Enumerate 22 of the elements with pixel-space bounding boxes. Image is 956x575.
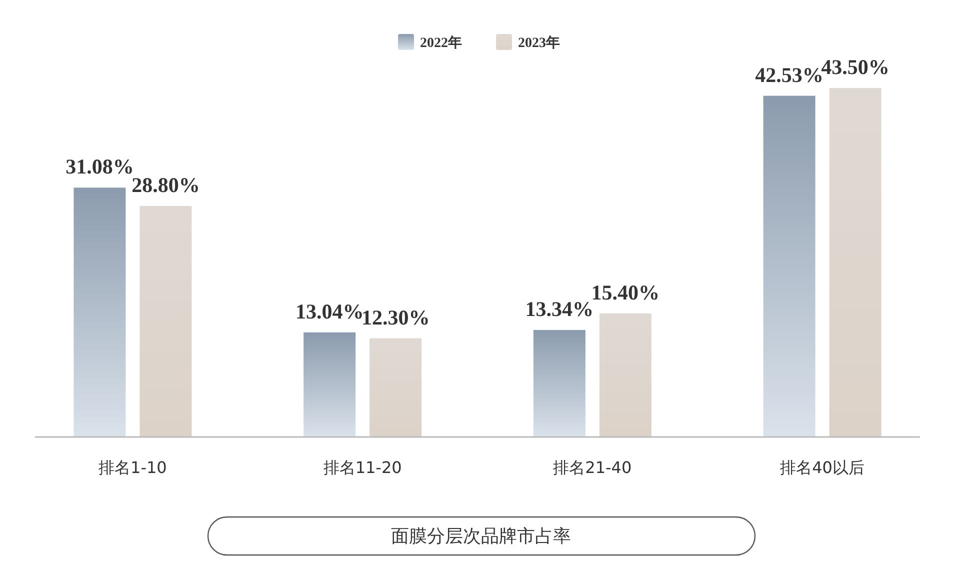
bar	[829, 88, 882, 437]
data-label: 15.40%	[591, 280, 660, 304]
bar	[140, 206, 192, 437]
x-tick-label: 排名21-40	[553, 458, 632, 477]
text: 面膜分层次品牌市占率	[391, 526, 571, 547]
data-label: 28.80%	[132, 172, 200, 197]
bar	[533, 330, 586, 437]
x-tick-label: 排名11-20	[323, 458, 402, 477]
data-label: 43.50%	[821, 55, 890, 79]
legend-label: 2023年	[518, 35, 560, 51]
x-tick-label: 排名1-10	[98, 458, 167, 477]
data-label: 12.30%	[361, 305, 430, 330]
x-tick-label: 排名40以后	[780, 458, 864, 477]
bar	[599, 313, 652, 437]
bar	[74, 188, 126, 437]
bar	[370, 338, 422, 437]
bar	[304, 332, 356, 437]
bar	[763, 96, 816, 437]
data-label: 13.04%	[295, 299, 364, 324]
data-label: 31.08%	[66, 154, 134, 179]
data-label: 13.34%	[525, 296, 594, 321]
legend-label: 2022年	[420, 35, 462, 51]
